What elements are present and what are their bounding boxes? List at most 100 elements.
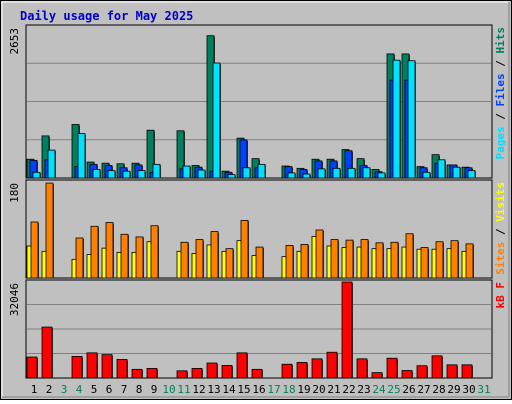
bar-pages-day-20 — [317, 168, 326, 179]
bar-sites-day-14 — [225, 248, 234, 279]
chart-title: Daily usage for May 2025 — [20, 9, 193, 23]
bar-kb-f-day-16 — [251, 368, 263, 379]
bar-sites-day-27 — [420, 247, 429, 279]
x-label-day-8: 8 — [136, 383, 143, 396]
series-legend-label: kB F — [494, 282, 507, 309]
bar-pages-day-25 — [392, 59, 401, 179]
x-label-day-19: 19 — [297, 383, 310, 396]
x-label-day-11: 11 — [177, 383, 190, 396]
x-label-day-18: 18 — [282, 383, 295, 396]
bar-sites-day-4 — [75, 237, 84, 279]
legend-entry: Pages — [494, 126, 507, 159]
bar-kb-f-day-12 — [191, 368, 203, 379]
bar-sites-day-22 — [345, 239, 354, 279]
x-label-day-30: 30 — [462, 383, 475, 396]
bar-pages-day-24 — [377, 172, 386, 179]
bar-sites-day-25 — [390, 241, 399, 279]
legend-entry: / — [494, 107, 507, 127]
bar-pages-day-22 — [347, 167, 356, 179]
x-label-day-1: 1 — [31, 383, 38, 396]
chart-panels: 2653 Pages / Files / Hits 180 Sites / Visit… — [8, 24, 507, 379]
bar-pages-day-15 — [242, 167, 251, 179]
bar-pages-day-26 — [407, 60, 416, 179]
bar-sites-day-1 — [30, 221, 39, 279]
x-label-day-29: 29 — [447, 383, 460, 396]
x-label-day-14: 14 — [222, 383, 236, 396]
bar-kb-f-day-21 — [326, 351, 338, 379]
bar-sites-day-16 — [255, 246, 264, 279]
bar-kb-f-day-5 — [86, 352, 98, 379]
x-label-day-21: 21 — [327, 383, 340, 396]
bar-kb-f-day-4 — [71, 356, 83, 379]
bar-sites-day-13 — [210, 231, 219, 279]
x-label-day-17: 17 — [267, 383, 280, 396]
bar-kb-f-day-23 — [356, 358, 368, 379]
panel-hits-files-pages: 2653 Pages / Files / Hits — [8, 24, 507, 179]
bar-pages-day-23 — [362, 167, 371, 179]
x-label-day-6: 6 — [106, 383, 113, 396]
bar-sites-day-12 — [195, 239, 204, 279]
bar-kb-f-day-24 — [371, 372, 383, 379]
x-label-day-25: 25 — [387, 383, 400, 396]
x-label-day-26: 26 — [402, 383, 415, 396]
bar-kb-f-day-18 — [281, 363, 293, 379]
bar-sites-day-11 — [180, 241, 189, 279]
bar-sites-day-6 — [105, 222, 114, 279]
bar-kb-f-day-8 — [131, 368, 143, 379]
bar-sites-day-23 — [360, 239, 369, 279]
legend-entry: Hits — [494, 27, 507, 54]
bar-sites-day-21 — [330, 239, 339, 279]
bar-pages-day-5 — [92, 169, 101, 179]
bar-sites-day-7 — [120, 233, 129, 279]
bar-kb-f-day-30 — [461, 364, 473, 379]
x-label-day-13: 13 — [207, 383, 220, 396]
x-label-day-27: 27 — [417, 383, 430, 396]
legend-entry: / — [494, 222, 507, 242]
y-max-label: 2653 — [8, 28, 21, 55]
bar-sites-day-15 — [240, 219, 249, 279]
x-axis-labels: 1 2 3 4 5 6 7 8 9 10 11 12 13 14 15 16 17 18 19 20 21 22 23 24 2… — [31, 383, 491, 396]
legend-entry: Files — [494, 73, 507, 106]
bar-kb-f-day-26 — [401, 370, 413, 379]
x-label-day-24: 24 — [372, 383, 386, 396]
bar-kb-f-day-7 — [116, 359, 128, 379]
legend-entry: kB F — [494, 282, 507, 309]
x-label-day-7: 7 — [121, 383, 128, 396]
panel-visits-sites: 180 Sites / Visits — [8, 179, 507, 279]
bar-kb-f-day-25 — [386, 357, 398, 379]
bar-kb-f-day-13 — [206, 362, 218, 379]
bar-pages-day-19 — [302, 173, 311, 179]
bar-pages-day-9 — [152, 163, 161, 179]
y-max-label: 32046 — [8, 283, 21, 316]
legend-entry: Sites — [494, 242, 507, 275]
x-label-day-22: 22 — [342, 383, 355, 396]
bar-sites-day-28 — [435, 241, 444, 279]
bar-sites-day-18 — [285, 245, 294, 279]
bar-sites-day-20 — [315, 229, 324, 279]
bar-sites-day-24 — [375, 242, 384, 279]
bar-pages-day-1 — [32, 171, 41, 179]
bar-sites-day-19 — [300, 243, 309, 279]
bar-pages-day-27 — [422, 171, 431, 179]
x-label-day-28: 28 — [432, 383, 445, 396]
panel-kbytes: 32046 kB F — [8, 279, 507, 379]
bar-sites-day-5 — [90, 225, 99, 279]
bar-kb-f-day-6 — [101, 354, 113, 379]
bar-pages-day-30 — [467, 170, 476, 179]
x-label-day-9: 9 — [151, 383, 158, 396]
x-label-day-23: 23 — [357, 383, 370, 396]
bar-sites-day-9 — [150, 225, 159, 279]
bar-pages-day-4 — [77, 133, 86, 179]
x-label-day-20: 20 — [312, 383, 325, 396]
bar-kb-f-day-20 — [311, 358, 323, 379]
bar-kb-f-day-22 — [341, 281, 353, 379]
bar-pages-day-14 — [227, 174, 236, 179]
legend-entry: Visits — [494, 182, 507, 222]
bar-kb-f-day-28 — [431, 355, 443, 379]
y-max-label: 180 — [8, 183, 21, 203]
bar-pages-day-21 — [332, 167, 341, 179]
x-label-day-2: 2 — [46, 383, 53, 396]
bar-pages-day-11 — [182, 165, 191, 179]
x-label-day-10: 10 — [162, 383, 175, 396]
